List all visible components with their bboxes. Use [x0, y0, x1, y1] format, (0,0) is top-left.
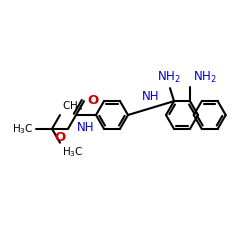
Text: H$_3$C: H$_3$C: [62, 145, 84, 158]
Text: NH$_2$: NH$_2$: [157, 70, 181, 85]
Text: NH: NH: [77, 121, 95, 134]
Text: H$_3$C: H$_3$C: [12, 122, 34, 136]
Text: CH$_3$: CH$_3$: [62, 99, 83, 113]
Text: O: O: [87, 94, 98, 107]
Text: NH$_2$: NH$_2$: [193, 70, 217, 85]
Text: NH: NH: [142, 90, 160, 103]
Text: O: O: [55, 131, 66, 144]
